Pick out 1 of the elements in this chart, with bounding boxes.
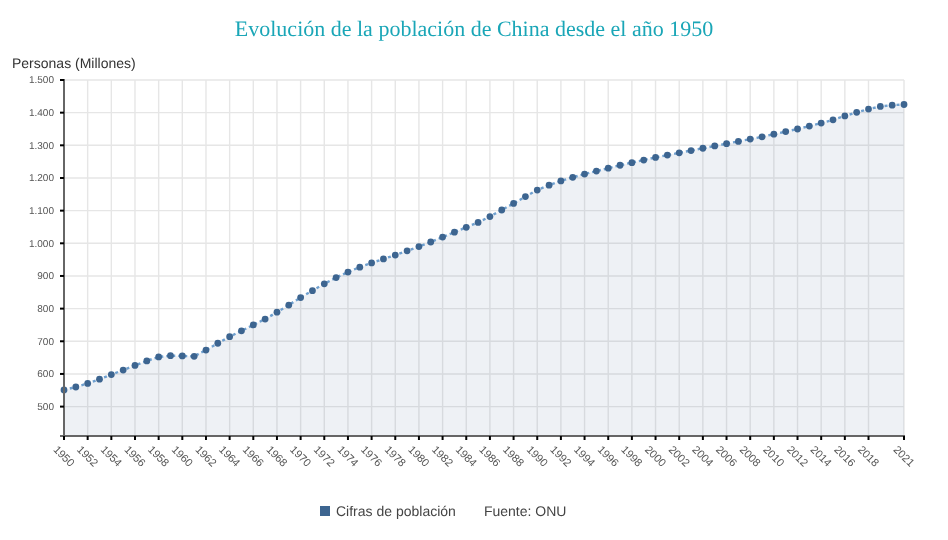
chart-title: Evolución de la población de China desde el año 1950 bbox=[234, 18, 715, 42]
